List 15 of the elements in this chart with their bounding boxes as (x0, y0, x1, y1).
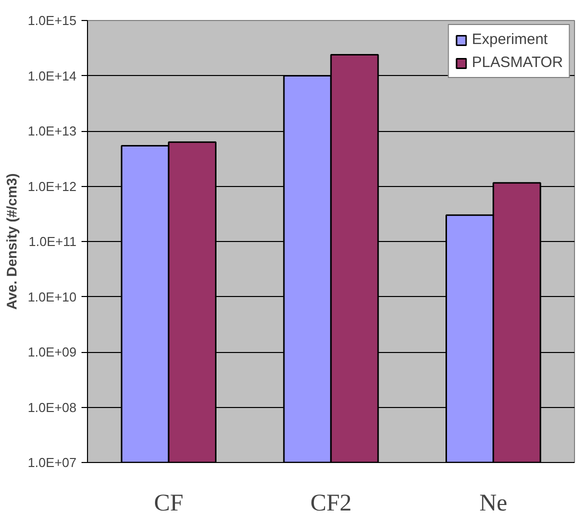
y-tick-label: 1.0E+07 (28, 455, 76, 470)
legend-label: Experiment (472, 31, 548, 48)
x-tick-label: CF (154, 490, 184, 516)
y-tick-label: 1.0E+10 (28, 289, 76, 304)
y-tick-label: 1.0E+12 (28, 178, 76, 194)
x-tick-label: CF2 (310, 490, 352, 516)
legend-label: PLASMATOR (472, 54, 563, 71)
y-tick-label: 1.0E+08 (28, 400, 76, 415)
y-tick-label: 1.0E+15 (28, 13, 76, 28)
y-tick-label: 1.0E+09 (28, 344, 76, 360)
x-tick-label: Ne (479, 490, 508, 516)
y-tick-label: 1.0E+14 (28, 68, 76, 84)
y-axis-title: Ave. Density (#/cm3) (4, 173, 20, 310)
y-tick-label: 1.0E+13 (28, 124, 76, 138)
y-tick-label: 1.0E+11 (28, 234, 77, 249)
